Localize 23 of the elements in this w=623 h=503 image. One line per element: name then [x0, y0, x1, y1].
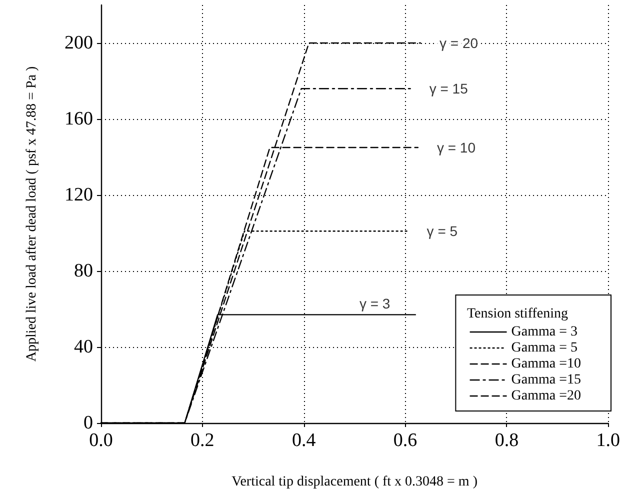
y-tick-label: 120 [64, 184, 93, 206]
x-tick-label: 1.0 [596, 430, 620, 451]
annotation: γ = 10 [436, 140, 476, 156]
y-axis-title: Applied live load after dead load ( psf x 47.88 = Pa ) [24, 66, 40, 362]
legend-label: Gamma =10 [511, 356, 582, 372]
annotation: γ = 20 [439, 35, 478, 51]
x-tick-label: 0.2 [190, 430, 214, 451]
y-tick-label: 40 [74, 336, 93, 358]
legend-label: Gamma = 5 [511, 340, 578, 356]
y-tick-label: 160 [64, 108, 93, 130]
legend-label: Gamma =20 [511, 388, 582, 404]
legend-label: Gamma = 3 [511, 324, 578, 340]
x-tick-label: 0.8 [494, 430, 519, 451]
x-axis-title: Vertical tip displacement ( ft x 0.3048 = m ) [232, 474, 478, 490]
annotation: γ = 3 [359, 296, 390, 312]
x-tick-label: 0.4 [292, 430, 316, 451]
legend-label: Gamma =15 [511, 372, 582, 388]
annotation: γ = 5 [426, 223, 458, 240]
legend-title: Tension stiffening [466, 306, 568, 322]
y-tick-label: 80 [74, 260, 93, 282]
x-tick-label: 0.6 [393, 430, 418, 451]
annotation: γ = 15 [429, 80, 468, 97]
y-tick-label: 200 [64, 32, 93, 54]
